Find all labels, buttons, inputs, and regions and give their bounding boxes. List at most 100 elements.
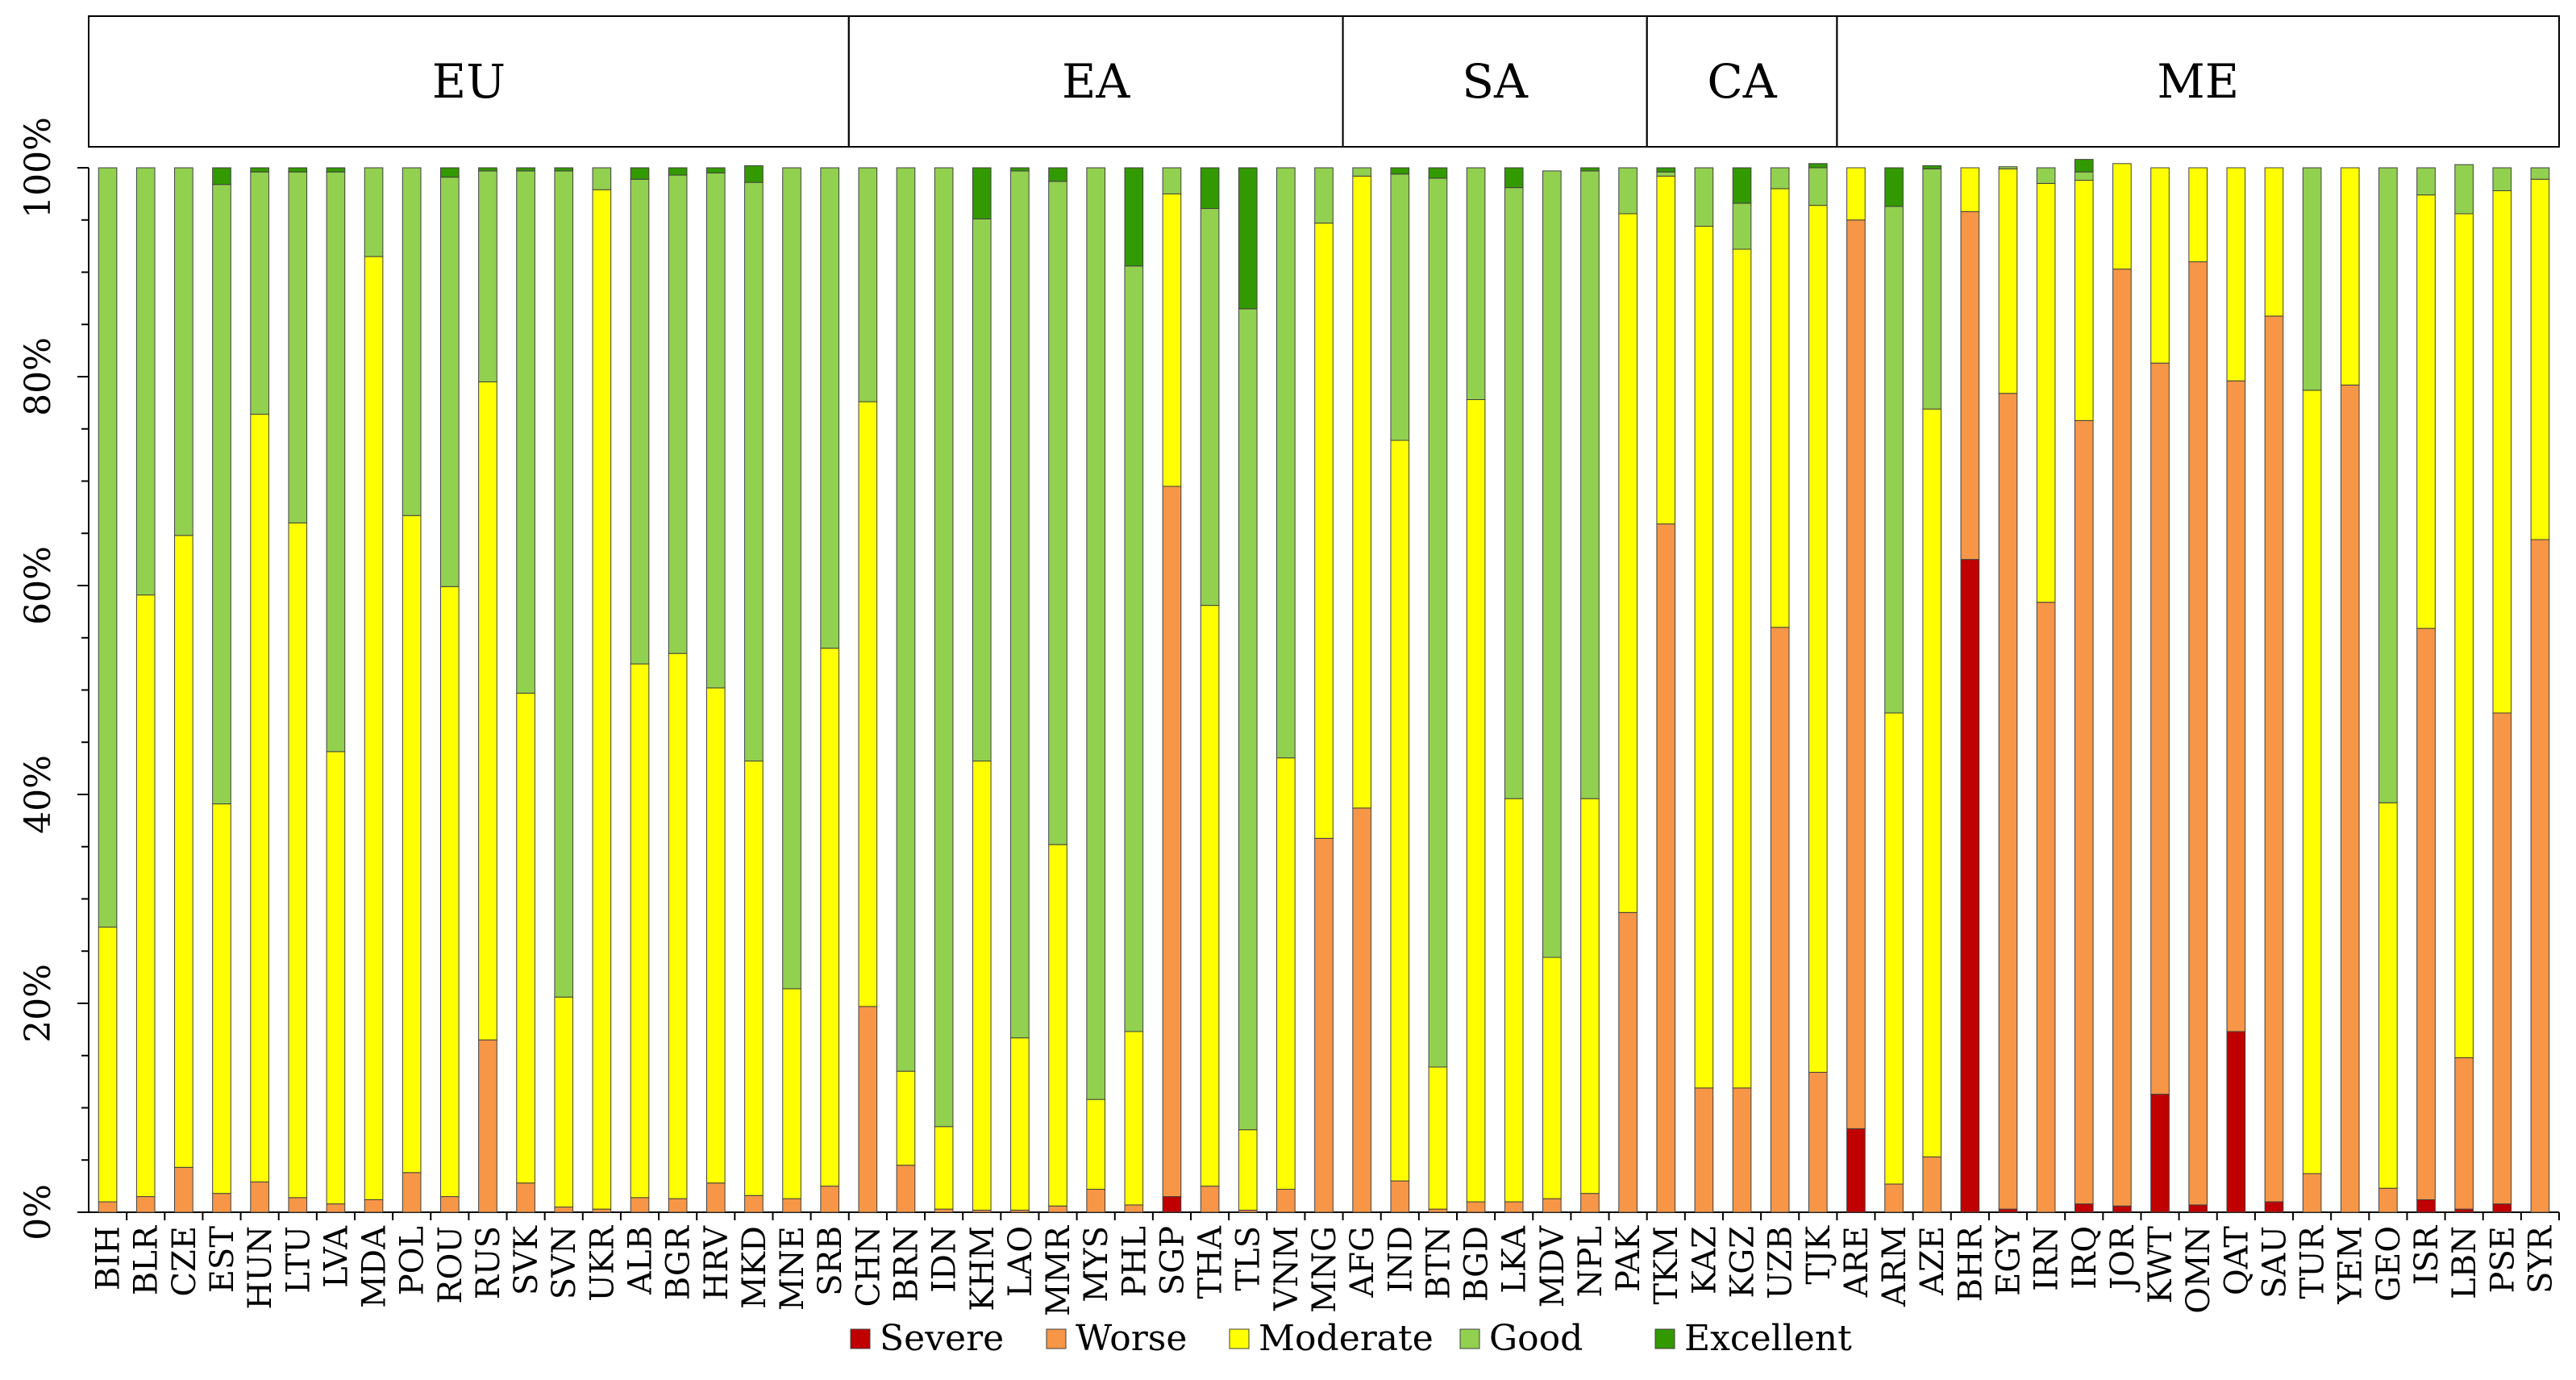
- bar-segment-worse: [1162, 486, 1182, 1198]
- bar-stack-lka: LKA: [1496, 167, 1534, 1294]
- bar-segment-worse: [1200, 1186, 1220, 1213]
- bar-segment-severe: [2492, 1203, 2512, 1213]
- bar-segment-worse: [630, 1197, 650, 1213]
- bar-segment-good: [288, 171, 308, 523]
- bar-segment-good: [782, 167, 801, 990]
- bar-segment-worse: [1504, 1201, 1524, 1213]
- bar-segment-severe: [2074, 1203, 2094, 1213]
- bar-segment-worse: [288, 1197, 308, 1213]
- bar-segment-good: [2378, 167, 2398, 803]
- bar-segment-worse: [1846, 219, 1866, 1129]
- x-tick-label: TUR: [2295, 1224, 2332, 1299]
- legend: Severe Worse Moderate Good Excellent: [850, 1318, 1852, 1359]
- bar-segment-severe: [1960, 559, 1980, 1213]
- bar-stack-uzb: UZB: [1762, 167, 1800, 1299]
- bar-segment-moderate: [592, 189, 612, 1210]
- bar-segment-moderate: [1504, 798, 1524, 1203]
- x-tick-label: TKM: [1648, 1226, 1685, 1305]
- x-tick-label: ARE: [1838, 1226, 1875, 1298]
- y-tick-label: 60%: [18, 546, 59, 625]
- bar-segment-moderate: [516, 692, 535, 1184]
- bar-segment-moderate: [2226, 167, 2246, 381]
- x-tick-label: LTU: [280, 1226, 317, 1294]
- bar-segment-severe: [1162, 1196, 1182, 1213]
- x-tick-label: SAU: [2256, 1226, 2293, 1299]
- x-tick-label: BRN: [888, 1226, 925, 1303]
- bar-segment-moderate: [2340, 167, 2360, 386]
- bar-segment-moderate: [1656, 175, 1676, 525]
- bar-segment-excellent: [1580, 167, 1600, 172]
- bar-segment-good: [820, 167, 840, 649]
- bar-stack-pse: PSE: [2484, 167, 2522, 1294]
- bar-segment-worse: [1884, 1183, 1904, 1213]
- x-tick-label: SYR: [2522, 1224, 2559, 1294]
- bar-segment-excellent: [288, 167, 308, 173]
- bar-segment-worse: [2226, 380, 2246, 1032]
- bar-segment-moderate: [135, 594, 156, 1198]
- bar-segment-worse: [402, 1172, 422, 1213]
- bar-segment-severe: [2264, 1201, 2284, 1213]
- bar-segment-worse: [174, 1166, 194, 1213]
- bar-segment-good: [516, 170, 535, 694]
- bar-stack-irq: IRQ: [2066, 159, 2104, 1290]
- x-tick-label: TJK: [1800, 1225, 1837, 1285]
- bar-segment-worse: [1618, 911, 1638, 1213]
- bar-segment-good: [1048, 181, 1067, 845]
- bar-segment-good: [1998, 166, 2018, 169]
- y-tick-label: 20%: [18, 964, 59, 1043]
- group-header-label: CA: [1707, 54, 1777, 109]
- x-tick-label: CZE: [166, 1226, 203, 1297]
- bar-segment-moderate: [1960, 167, 1980, 212]
- bar-segment-excellent: [250, 167, 269, 173]
- bar-segment-worse: [1922, 1156, 1942, 1213]
- x-tick-label: JOR: [2104, 1224, 2141, 1293]
- bar-segment-excellent: [1390, 167, 1410, 175]
- bar-segment-severe: [2454, 1208, 2474, 1213]
- bar-segment-good: [668, 174, 688, 654]
- bar-segment-severe: [2416, 1199, 2436, 1213]
- bar-segment-moderate: [668, 652, 688, 1199]
- x-tick-label: GEO: [2370, 1226, 2407, 1302]
- bar-segment-moderate: [1314, 223, 1334, 839]
- bar-segment-worse: [782, 1198, 801, 1213]
- bar-segment-good: [592, 167, 612, 190]
- bar-stack-hrv: HRV: [698, 167, 736, 1300]
- x-tick-label: LAO: [1002, 1226, 1039, 1297]
- bar-segment-moderate: [326, 751, 346, 1205]
- bar-segment-worse: [212, 1193, 231, 1213]
- legend-label: Moderate: [1259, 1318, 1434, 1359]
- legend-label: Worse: [1076, 1318, 1187, 1359]
- x-tick-label: ALB: [622, 1226, 660, 1295]
- bar-segment-worse: [2036, 602, 2056, 1213]
- bar-stack-kwt: KWT: [2142, 167, 2180, 1303]
- y-axis: 0% 20% 40% 60% 80% 100%: [18, 117, 89, 1240]
- bar-segment-good: [2416, 167, 2436, 196]
- x-tick-label: MNG: [1306, 1226, 1343, 1313]
- bar-segment-good: [1352, 167, 1371, 177]
- legend-swatch: [850, 1328, 871, 1349]
- bars: BIH BLR CZE EST HUN LTU LVA MDA POL ROU RUS SVK SVN U…: [90, 159, 2560, 1316]
- bar-segment-excellent: [2074, 159, 2094, 173]
- bar-segment-good: [212, 184, 231, 805]
- bar-segment-good: [554, 170, 574, 998]
- x-tick-label: PAK: [1610, 1225, 1647, 1292]
- bar-segment-moderate: [1808, 205, 1828, 1073]
- bar-segment-moderate: [288, 522, 308, 1199]
- bar-segment-worse: [896, 1165, 916, 1213]
- bar-segment-excellent: [1884, 167, 1904, 207]
- bar-segment-worse: [934, 1208, 954, 1213]
- bar-segment-good: [1466, 167, 1486, 400]
- bar-segment-worse: [98, 1201, 118, 1213]
- bar-segment-good: [1390, 173, 1410, 441]
- bar-segment-good: [2036, 167, 2056, 184]
- bar-segment-worse: [326, 1203, 346, 1213]
- bar-segment-moderate: [1618, 213, 1638, 913]
- bar-segment-good: [440, 177, 460, 587]
- x-tick-label: RUS: [470, 1226, 507, 1299]
- bar-segment-worse: [2302, 1173, 2322, 1213]
- bar-segment-worse: [1694, 1087, 1714, 1213]
- bar-segment-moderate: [250, 414, 269, 1182]
- bar-segment-moderate: [1922, 408, 1942, 1157]
- bar-segment-moderate: [2302, 390, 2322, 1174]
- bar-segment-good: [98, 167, 118, 928]
